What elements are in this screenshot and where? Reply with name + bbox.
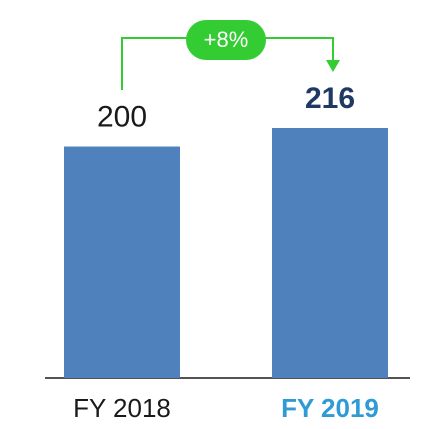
x-tick-label: FY 2018 — [73, 393, 171, 423]
bar — [272, 128, 388, 378]
annotation-badge — [186, 20, 266, 60]
data-label: 216 — [305, 82, 355, 115]
growth-annotation: +8% — [121, 20, 340, 90]
annotation-arrowhead — [326, 60, 340, 72]
annotation-text: +8% — [204, 27, 249, 52]
x-tick-label: FY 2019 — [281, 393, 379, 423]
bar — [64, 146, 180, 378]
data-label: 200 — [97, 100, 147, 133]
